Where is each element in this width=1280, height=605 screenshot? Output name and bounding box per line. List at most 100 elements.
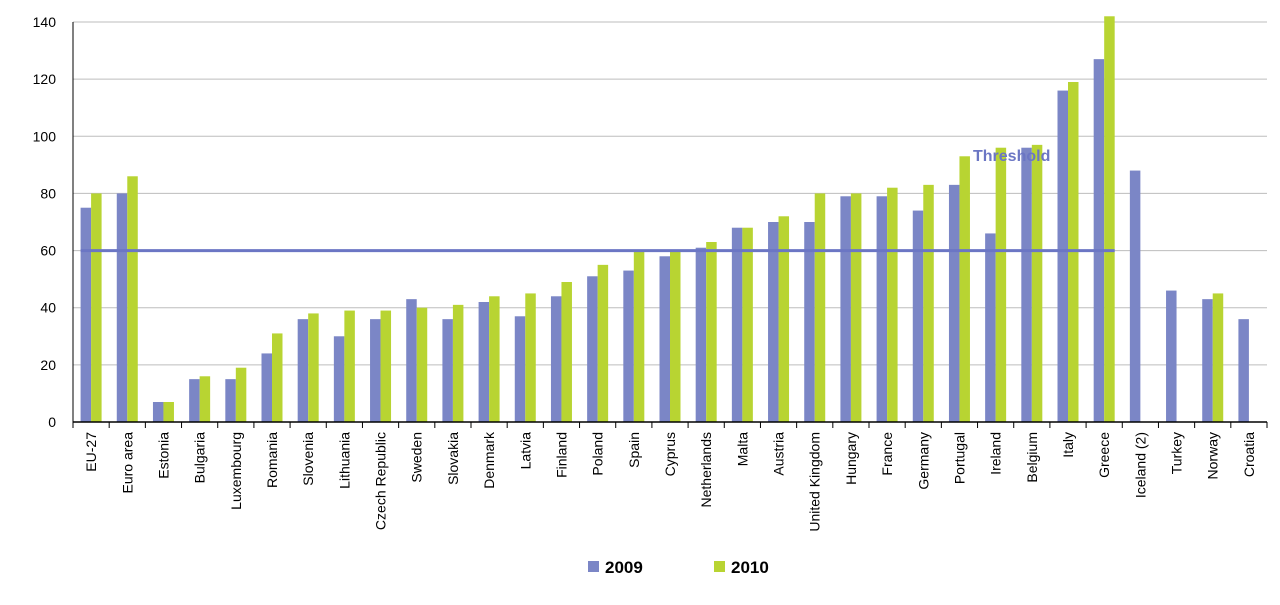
bar xyxy=(670,250,681,422)
category-label: Slovakia xyxy=(445,432,461,485)
bar xyxy=(912,210,924,422)
category-label: Euro area xyxy=(119,432,135,494)
threshold-line-group: Threshold xyxy=(80,148,1115,253)
y-tick-label: 0 xyxy=(48,414,56,430)
bar xyxy=(1057,90,1068,423)
category-label: Norway xyxy=(1205,432,1221,479)
bar xyxy=(561,282,572,422)
bar xyxy=(1202,299,1213,422)
bar xyxy=(80,207,92,422)
category-label: Iceland (2) xyxy=(1132,432,1148,498)
bar xyxy=(1021,147,1032,422)
category-label: Lithuania xyxy=(336,432,352,489)
bar xyxy=(442,319,453,422)
bar xyxy=(272,333,283,422)
category-label: Turkey xyxy=(1169,432,1185,474)
category-label: Finland xyxy=(553,432,569,478)
bar xyxy=(948,184,960,422)
bar xyxy=(731,227,743,422)
bar xyxy=(308,313,319,422)
bar xyxy=(91,193,102,422)
bar xyxy=(1238,319,1249,422)
bar xyxy=(189,379,200,422)
category-label: Germany xyxy=(915,432,931,490)
bar xyxy=(127,176,138,422)
bar xyxy=(840,196,851,422)
bar xyxy=(297,319,309,422)
bar xyxy=(370,319,381,422)
y-tick-label: 60 xyxy=(40,243,56,259)
legend-label: 2009 xyxy=(605,558,643,577)
bar xyxy=(199,376,211,422)
category-label: Malta xyxy=(734,432,750,466)
bar xyxy=(923,184,934,422)
category-label: Czech Republic xyxy=(373,432,389,530)
x-axis-labels: EU-27 Euro area Estonia Bulgaria Luxembourg R… xyxy=(83,431,1257,532)
bar xyxy=(778,216,790,422)
bar xyxy=(333,336,345,422)
bar xyxy=(380,310,392,422)
category-label: Netherlands xyxy=(698,432,714,508)
bar xyxy=(695,247,707,422)
category-label: Portugal xyxy=(951,432,967,484)
y-tick-label: 80 xyxy=(40,185,56,201)
bar xyxy=(152,402,164,422)
category-label: Ireland xyxy=(988,432,1004,475)
category-label: Cyprus xyxy=(662,432,678,476)
bar xyxy=(706,242,717,422)
bar xyxy=(235,367,247,422)
bar xyxy=(344,310,355,422)
threshold-label: Threshold xyxy=(973,148,1050,165)
y-tick-label: 20 xyxy=(40,357,56,373)
category-label: Hungary xyxy=(843,432,859,485)
legend-label: 2010 xyxy=(731,558,769,577)
category-label: Slovenia xyxy=(300,432,316,486)
legend-swatch xyxy=(714,561,725,572)
category-label: Bulgaria xyxy=(192,432,208,484)
legend-swatch xyxy=(588,561,599,572)
bar xyxy=(514,316,526,422)
y-tick-label: 40 xyxy=(40,300,56,316)
bar xyxy=(1093,59,1105,423)
bar xyxy=(1212,293,1224,422)
bar xyxy=(659,256,670,422)
y-tick-label: 140 xyxy=(33,14,57,30)
category-label: Belgium xyxy=(1024,432,1040,483)
bar xyxy=(1031,144,1043,422)
bar xyxy=(876,196,888,422)
category-label: France xyxy=(879,432,895,476)
bars xyxy=(80,16,1249,423)
y-axis-ticks: 0 20 40 60 80 100 120 140 xyxy=(33,14,57,430)
category-label: Sweden xyxy=(409,432,425,483)
category-label: Estonia xyxy=(155,432,171,479)
bar xyxy=(406,299,417,422)
bar xyxy=(550,296,562,422)
bar xyxy=(525,293,536,422)
bar xyxy=(489,296,500,422)
bar xyxy=(623,270,634,422)
bar xyxy=(768,222,779,422)
bar xyxy=(116,193,128,422)
bar xyxy=(225,379,236,422)
category-label: Latvia xyxy=(517,432,533,470)
category-label: Romania xyxy=(264,432,280,488)
x-axis xyxy=(72,22,1268,428)
bar xyxy=(633,250,645,422)
bar xyxy=(742,227,753,422)
category-label: Spain xyxy=(626,432,642,468)
category-label: Greece xyxy=(1096,432,1112,478)
bar xyxy=(1166,290,1177,422)
bar xyxy=(597,264,609,422)
bar xyxy=(814,193,826,422)
bar xyxy=(163,402,174,422)
bar xyxy=(1129,170,1141,422)
category-label: Poland xyxy=(590,432,606,476)
legend: 2009 2010 xyxy=(588,558,769,577)
y-tick-label: 120 xyxy=(33,71,57,87)
bar xyxy=(804,222,815,422)
category-label: United Kingdom xyxy=(807,432,823,532)
category-label: EU-27 xyxy=(83,432,99,472)
category-label: Denmark xyxy=(481,431,497,489)
bar xyxy=(416,307,428,422)
